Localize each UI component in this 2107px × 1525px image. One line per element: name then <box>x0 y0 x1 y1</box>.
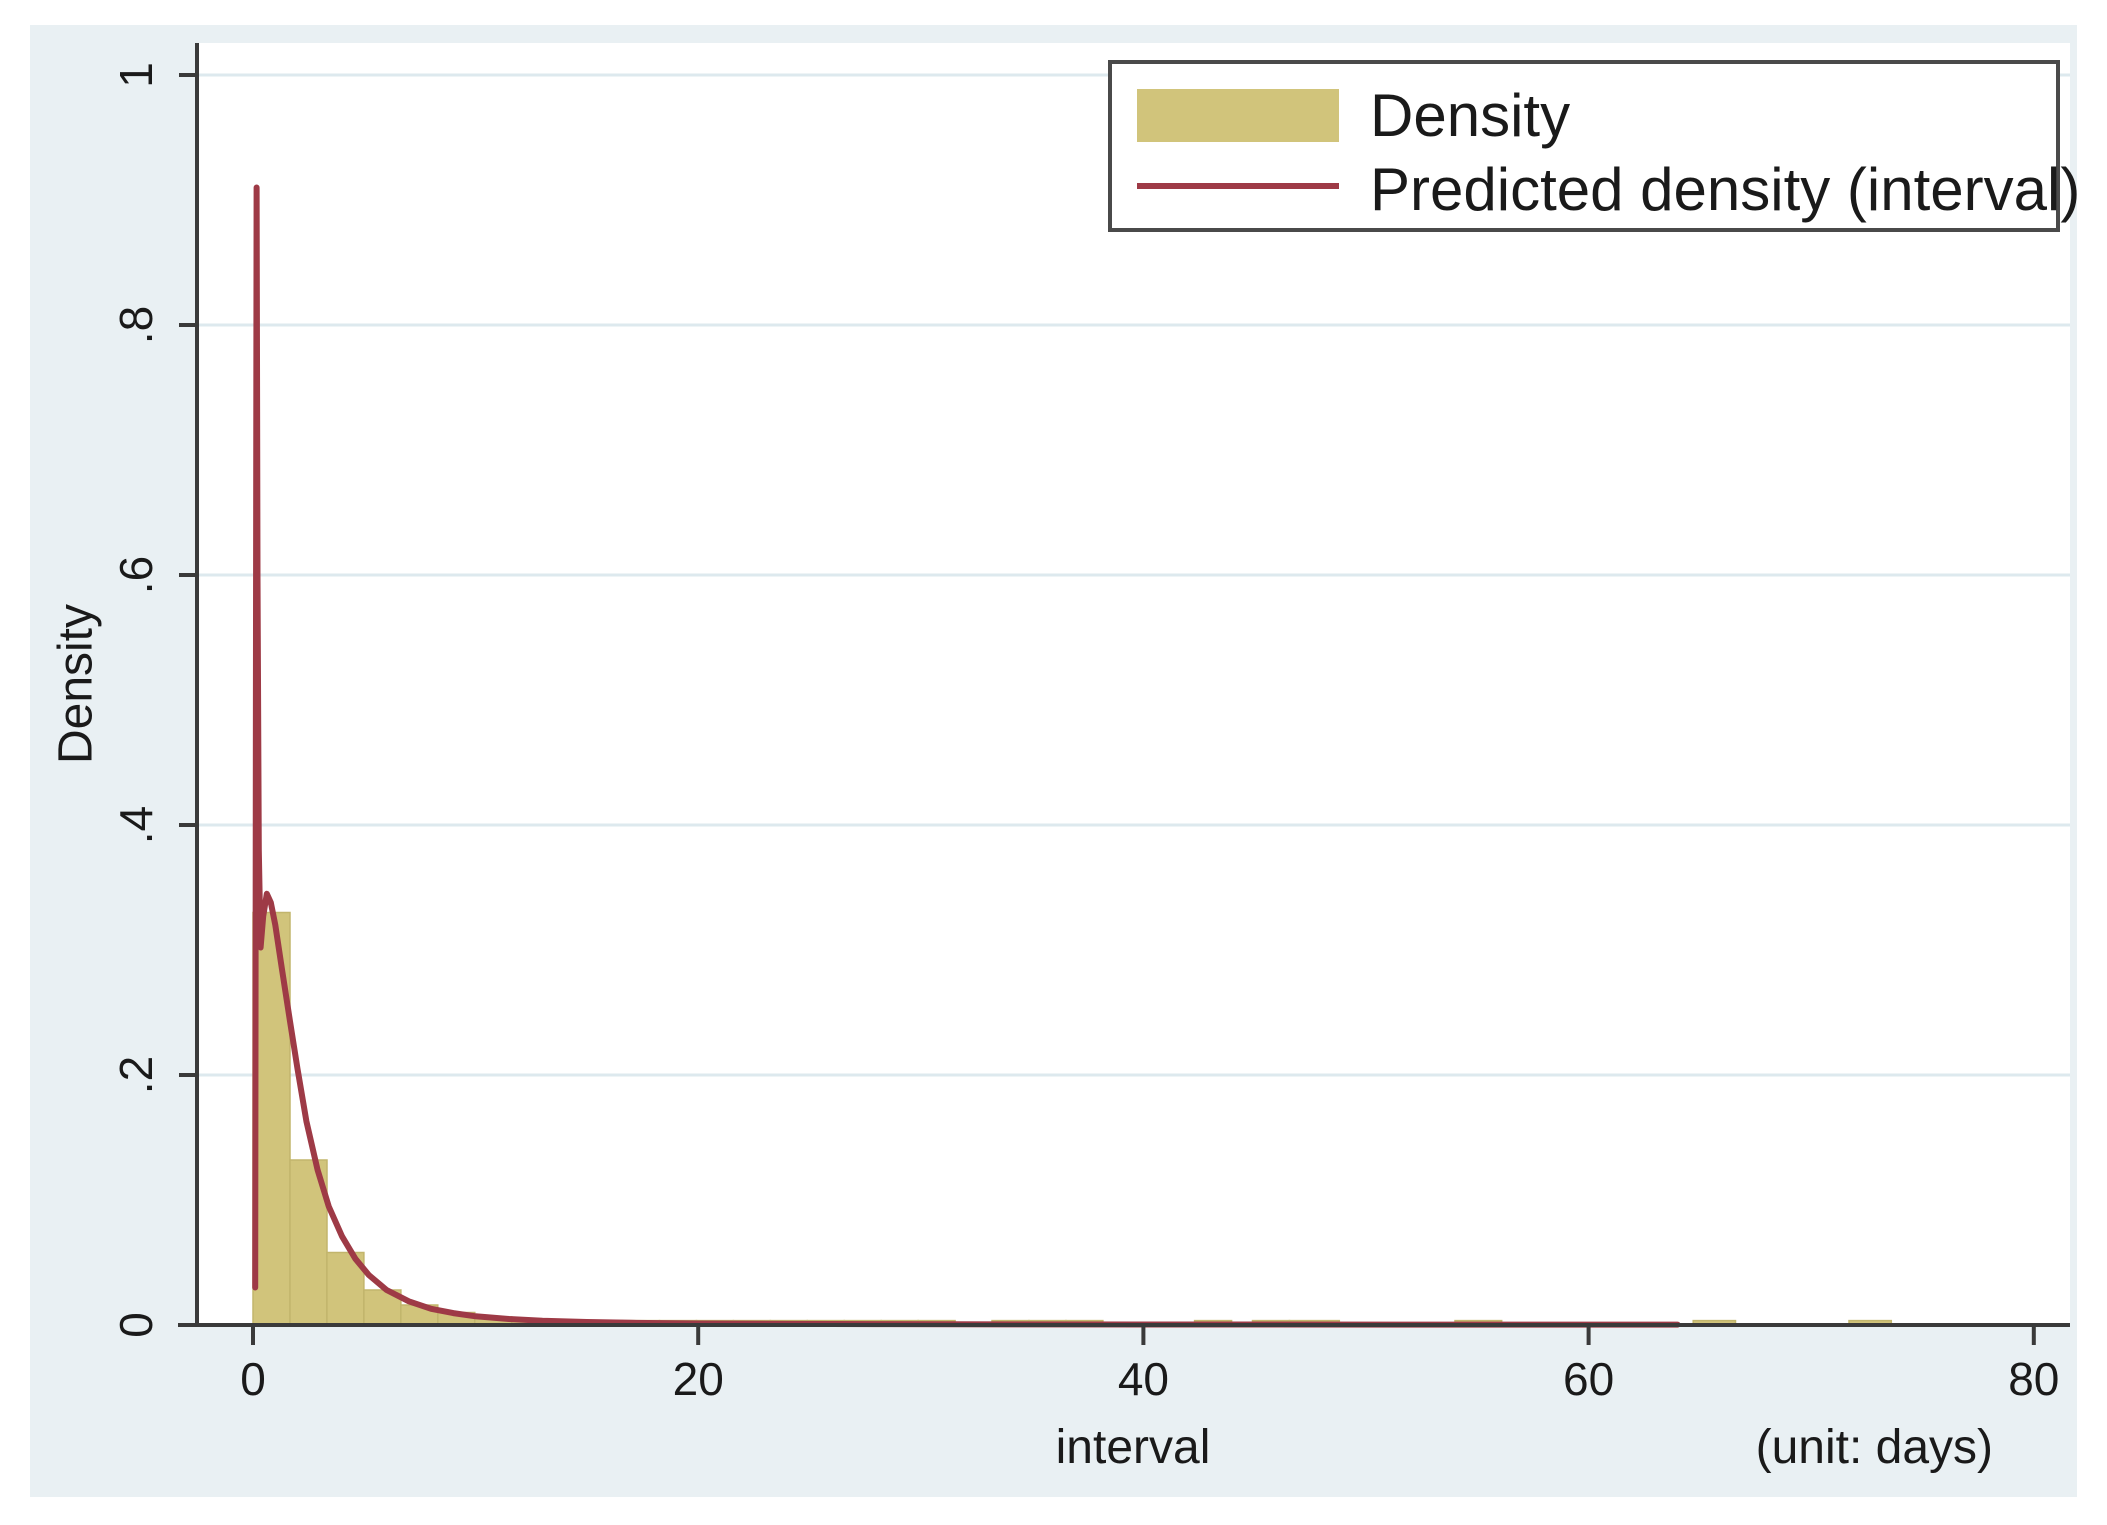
plot-area <box>197 43 2070 1325</box>
x-axis-title: interval <box>1055 1421 1211 1474</box>
x-tick-label: 80 <box>2008 1353 2059 1405</box>
y-tick-label: 1 <box>110 62 162 88</box>
legend-box: Density Predicted density (interval) <box>1108 60 2080 232</box>
x-tick-label: 0 <box>240 1353 266 1405</box>
x-tick-label: 20 <box>673 1353 724 1405</box>
y-tick-label: .2 <box>110 1056 162 1094</box>
y-tick-label: .8 <box>110 306 162 344</box>
legend-swatch-density <box>1137 89 1339 142</box>
legend-label-density: Density <box>1370 82 1571 149</box>
legend-line-sample <box>1137 183 1339 189</box>
y-tick-label: 0 <box>110 1312 162 1338</box>
y-tick-label: .4 <box>110 806 162 844</box>
y-axis-title: Density <box>49 603 103 765</box>
y-tick-label: .6 <box>110 556 162 594</box>
x-tick-label: 40 <box>1118 1353 1169 1405</box>
x-axis-unit-note: (unit: days) <box>1755 1421 1993 1474</box>
legend-label-predicted-density: Predicted density (interval) <box>1370 156 2081 223</box>
x-tick-label: 60 <box>1563 1353 1614 1405</box>
